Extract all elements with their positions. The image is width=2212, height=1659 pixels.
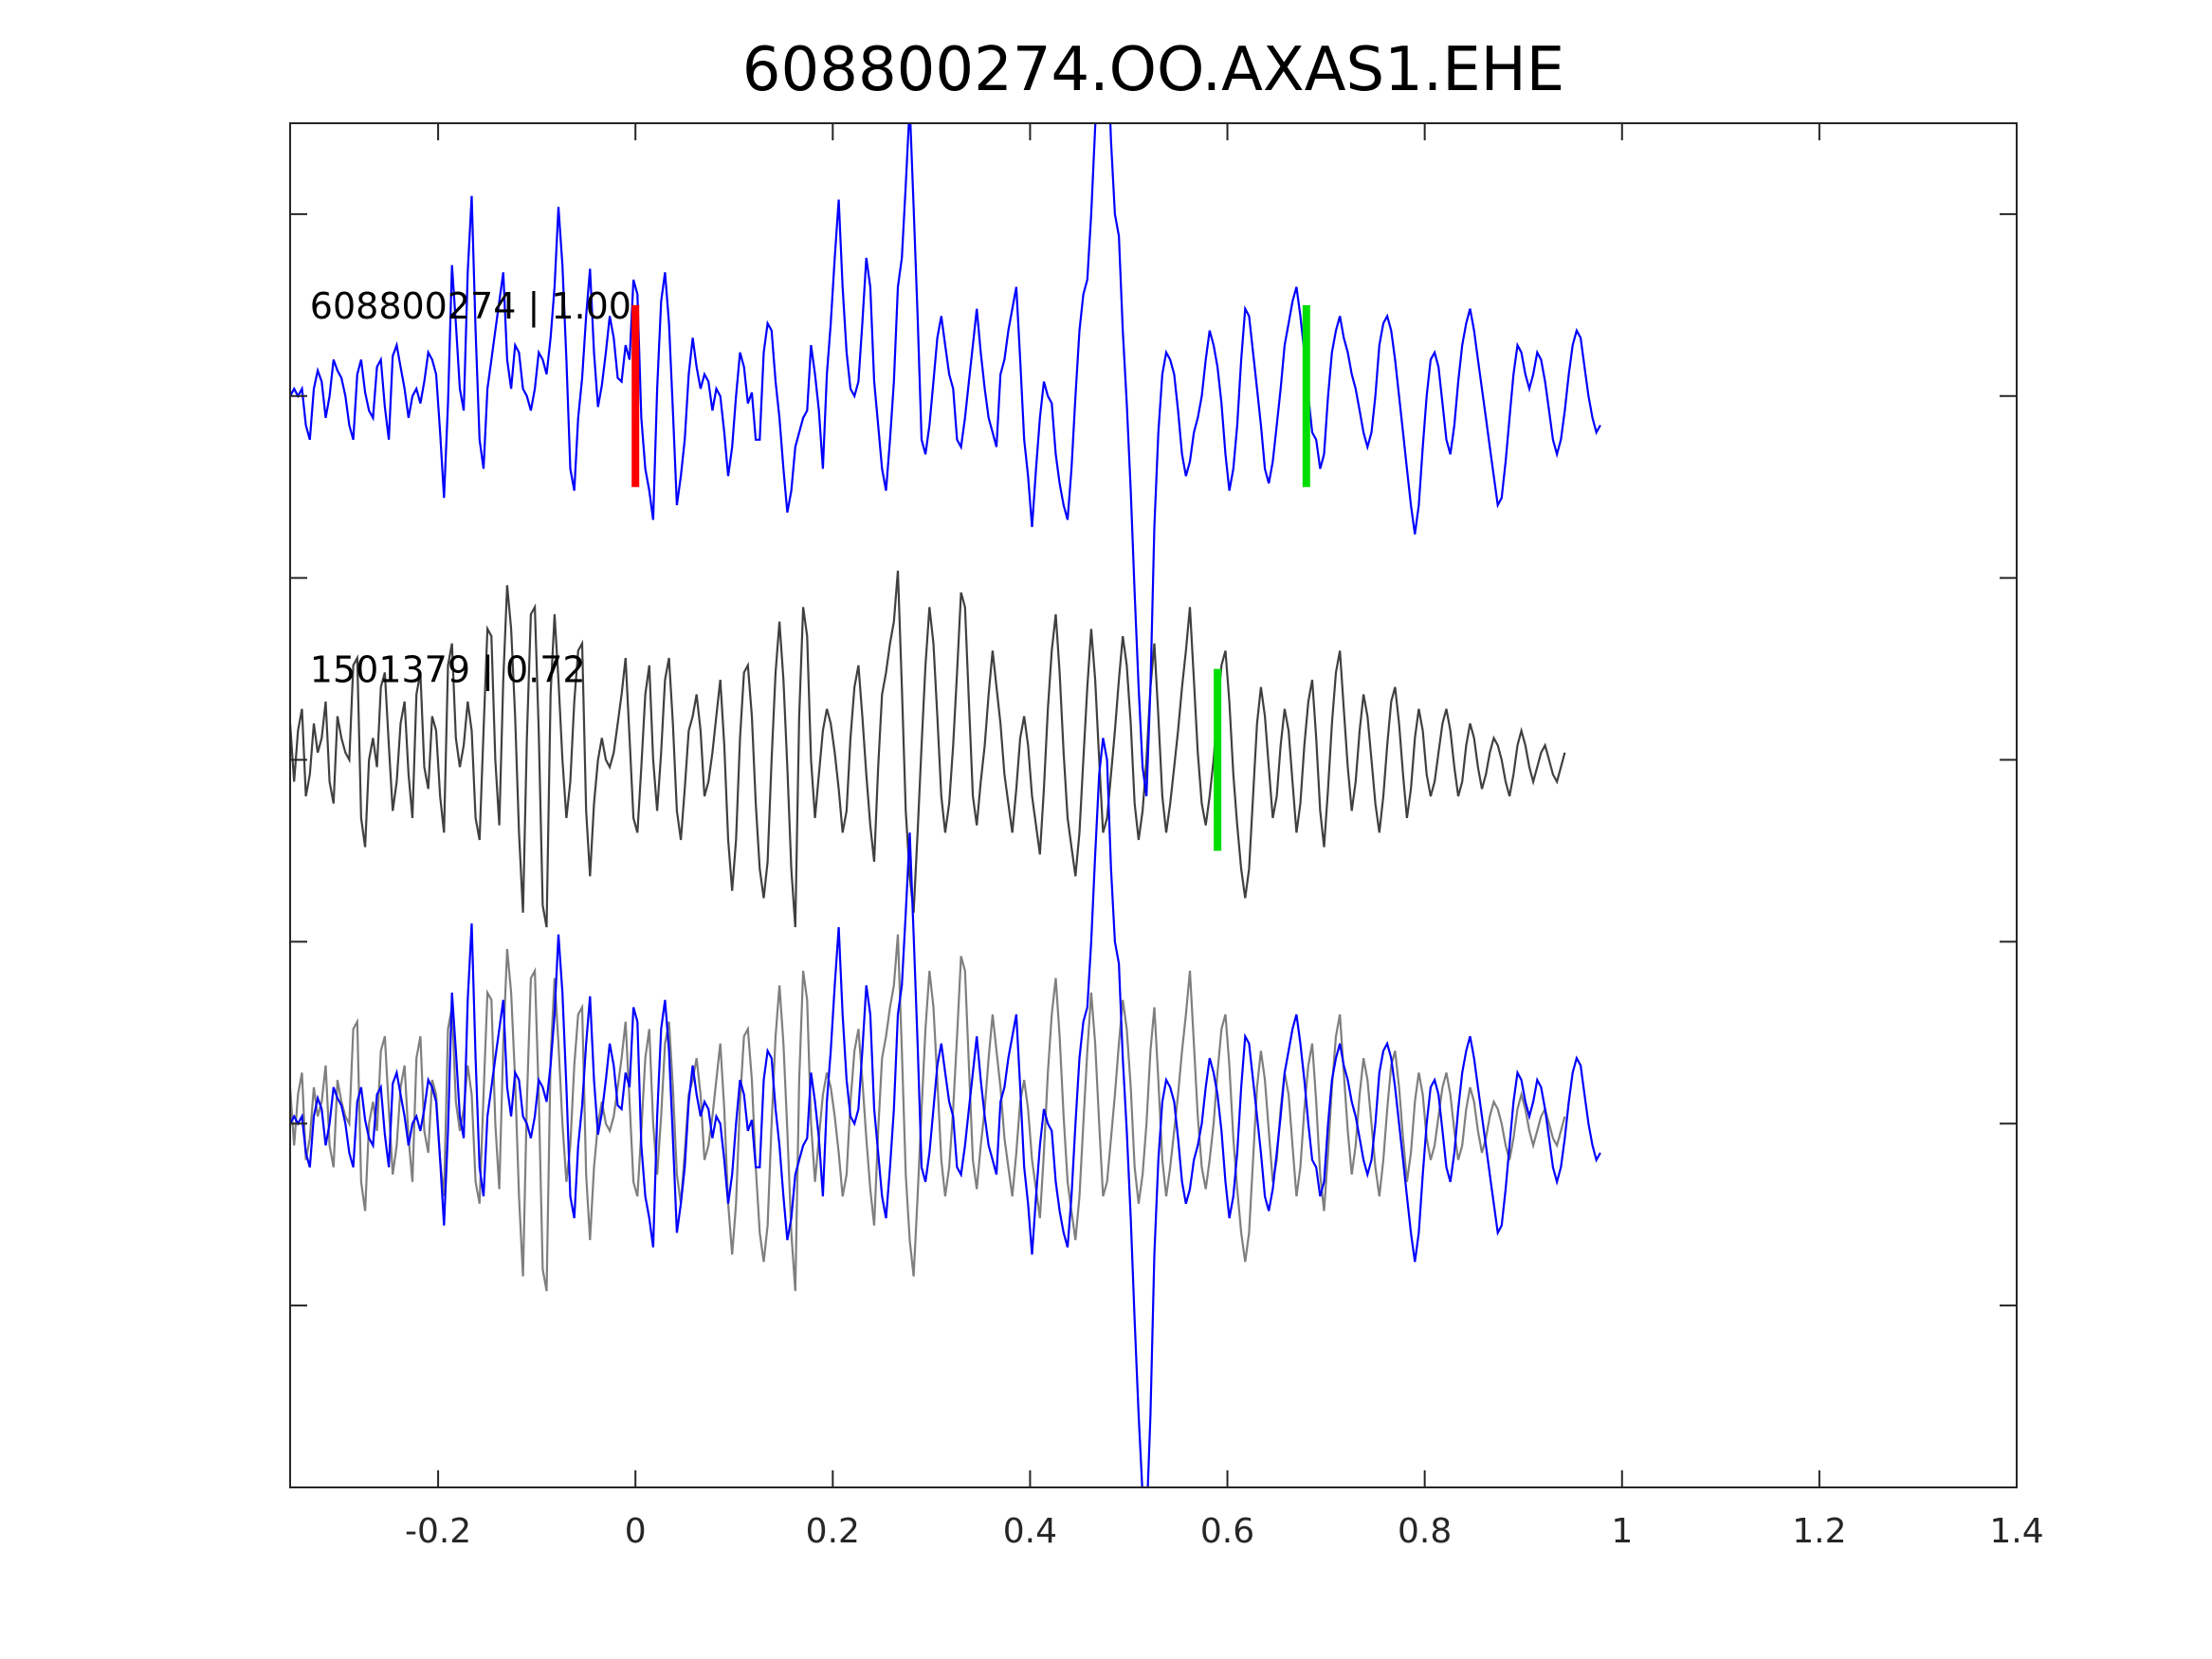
- x-tick-label: 1.2: [1792, 1512, 1846, 1551]
- x-tick-label: 0.2: [806, 1512, 860, 1551]
- x-tick-label: 1: [1611, 1512, 1633, 1551]
- template-trace: [290, 123, 1601, 797]
- chart-title: 608800274.OO.AXAS1.EHE: [742, 35, 1564, 105]
- x-tick-label: -0.2: [405, 1512, 471, 1551]
- x-tick-label: 0.4: [1003, 1512, 1057, 1551]
- axes: -0.2 0 0.2 0.4 0.6 0.8 1 1.2 1.4: [289, 122, 2044, 1551]
- detection-trace: [290, 570, 1566, 928]
- x-tick-label: 0.6: [1200, 1512, 1254, 1551]
- x-tick-label: 1.4: [1989, 1512, 2043, 1551]
- trace-label: 1501379 | 0.72: [310, 649, 586, 692]
- axes-box: [289, 122, 2018, 1488]
- trace-labels: 608800274 | 1.00 1501379 | 0.72: [310, 285, 631, 692]
- x-tick-label: 0.8: [1398, 1512, 1452, 1551]
- overlay-template-trace: [290, 738, 1601, 1487]
- x-tick-label: 0: [625, 1512, 647, 1551]
- plot-area: [290, 123, 1601, 1487]
- overlay-detection-trace: [290, 934, 1566, 1291]
- trace-label: 608800274 | 1.00: [310, 285, 631, 328]
